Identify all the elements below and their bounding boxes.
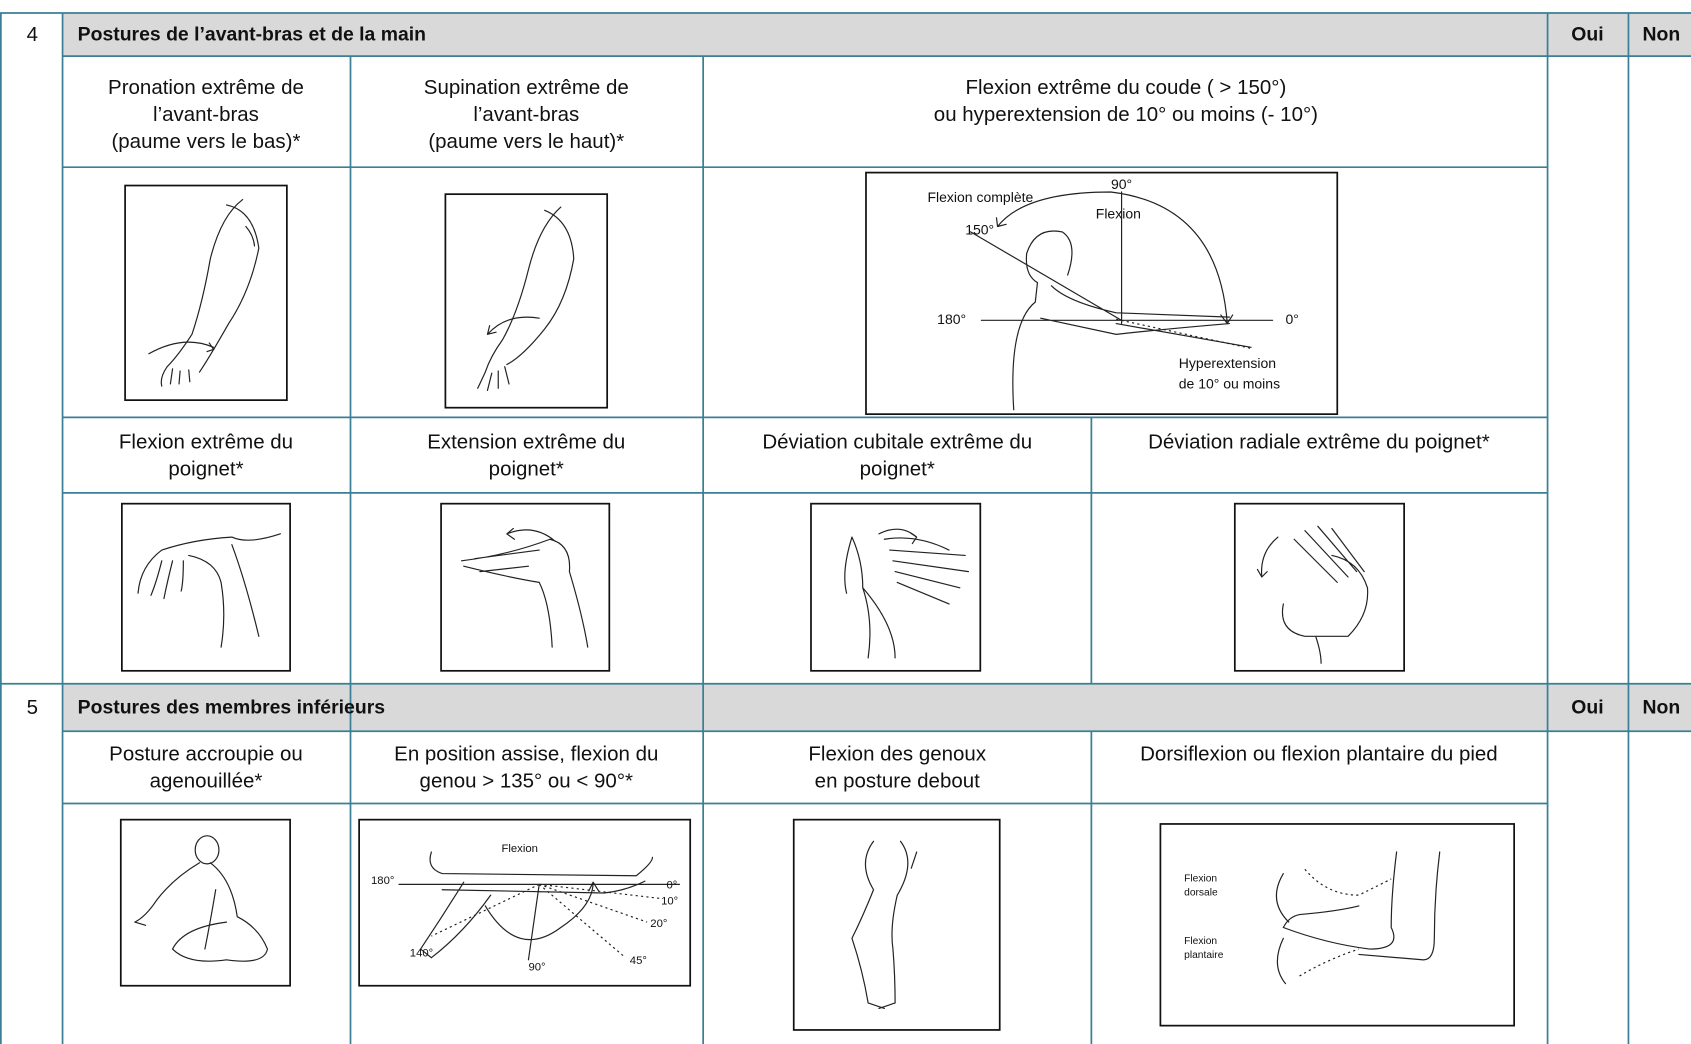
figure-label: 180° bbox=[371, 875, 394, 887]
section-title: Postures de l’avant-bras et de la main bbox=[78, 24, 426, 46]
illustrations bbox=[119, 171, 1515, 1031]
item-label: l’avant-bras bbox=[153, 103, 259, 126]
item-label: ou hyperextension de 10° ou moins (- 10°… bbox=[934, 103, 1318, 126]
figure-label: 10° bbox=[661, 896, 678, 908]
item-label: Supination extrême de bbox=[424, 76, 629, 99]
item-label: poignet* bbox=[860, 458, 935, 481]
item-label: agenouillée* bbox=[150, 769, 263, 792]
item-label: Pronation extrême de bbox=[108, 76, 304, 99]
figure-label: 0° bbox=[666, 879, 677, 891]
figure-label: 0° bbox=[1286, 311, 1299, 327]
figure-label: de 10° ou moins bbox=[1179, 376, 1280, 392]
figure-label: 20° bbox=[650, 918, 667, 930]
section-number: 5 bbox=[27, 696, 38, 719]
figure-label: Flexion bbox=[1096, 205, 1141, 221]
figure-label: 180° bbox=[937, 311, 966, 327]
column-no: Non bbox=[1642, 697, 1680, 719]
figure-label: Hyperextension bbox=[1179, 355, 1276, 371]
column-no: Non bbox=[1642, 24, 1680, 46]
section-header-bg bbox=[62, 683, 1691, 732]
item-label: (paume vers le haut)* bbox=[428, 130, 624, 153]
section-number: 4 bbox=[27, 23, 38, 46]
item-label: En position assise, flexion du bbox=[394, 742, 658, 765]
item-label: en posture debout bbox=[815, 769, 980, 792]
figure-label: dorsale bbox=[1184, 888, 1218, 899]
section-title: Postures des membres inférieurs bbox=[78, 697, 385, 719]
column-yes: Oui bbox=[1571, 24, 1603, 46]
item-label: Extension extrême du bbox=[427, 431, 625, 454]
figure-label: Flexion bbox=[501, 843, 537, 855]
item-label: Posture accroupie ou bbox=[109, 742, 303, 765]
item-label: poignet* bbox=[489, 458, 564, 481]
item-label: Flexion extrême du coude ( > 150°) bbox=[966, 76, 1287, 99]
item-label: Déviation cubitale extrême du bbox=[762, 431, 1032, 454]
figure-label: 90° bbox=[528, 961, 545, 973]
section-header-bg bbox=[62, 12, 1691, 57]
item-label: Flexion extrême du bbox=[119, 431, 293, 454]
item-label: poignet* bbox=[168, 458, 243, 481]
figure-label: 90° bbox=[1111, 176, 1132, 192]
item-label: (paume vers le bas)* bbox=[111, 130, 300, 153]
figure-label: Flexion bbox=[1184, 874, 1217, 885]
figure-label: 140° bbox=[410, 947, 433, 959]
item-label: l’avant-bras bbox=[473, 103, 579, 126]
figure-label: 150° bbox=[965, 222, 994, 238]
item-label: genou > 135° ou < 90°* bbox=[420, 769, 633, 792]
item-label: Dorsiflexion ou flexion plantaire du pie… bbox=[1140, 742, 1498, 765]
figure-label: plantaire bbox=[1184, 950, 1224, 961]
item-label: Déviation radiale extrême du poignet* bbox=[1148, 431, 1490, 454]
column-yes: Oui bbox=[1571, 697, 1603, 719]
figure-label: 45° bbox=[630, 955, 647, 967]
figure-label: Flexion bbox=[1184, 936, 1217, 947]
figure-label: Flexion complète bbox=[927, 189, 1033, 205]
table-grid bbox=[0, 12, 1691, 1044]
item-label: Flexion des genoux bbox=[808, 742, 986, 765]
